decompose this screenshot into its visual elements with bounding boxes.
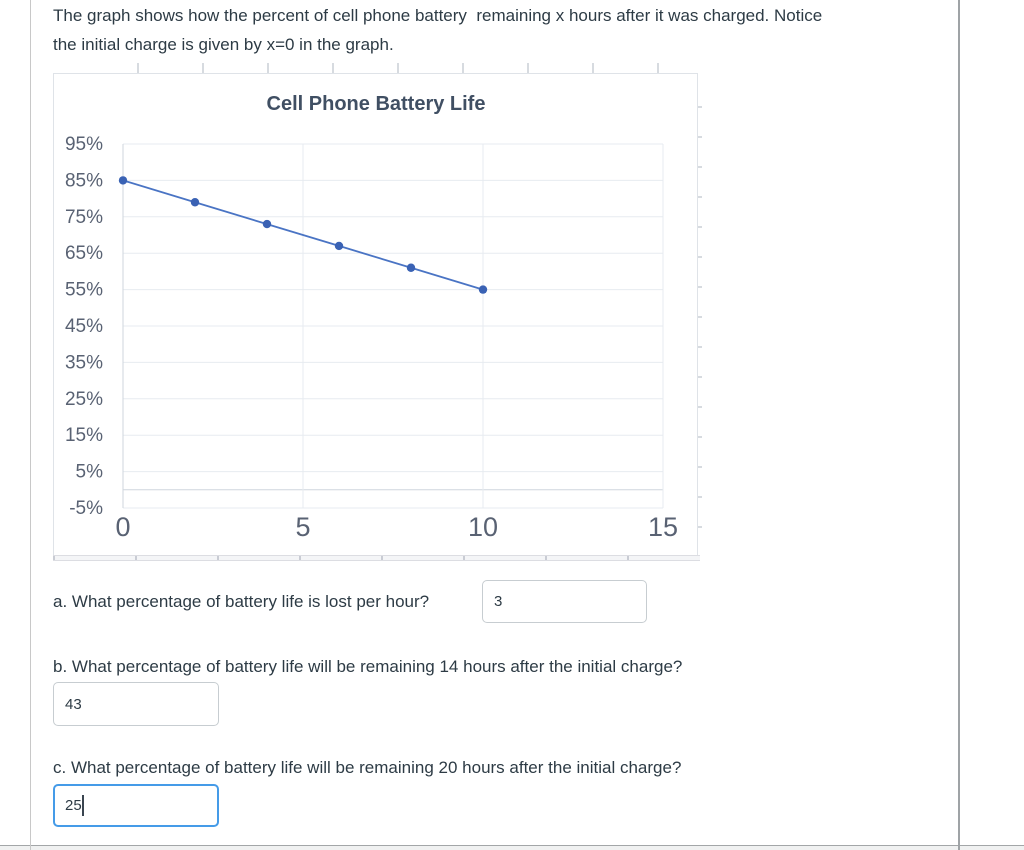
question-b-input[interactable] — [53, 682, 219, 726]
question-c-input-wrapper — [53, 784, 219, 827]
svg-text:Cell Phone Battery Life: Cell Phone Battery Life — [267, 93, 486, 115]
question-b-label: b. What percentage of battery life will … — [53, 657, 683, 676]
svg-text:35%: 35% — [65, 352, 103, 373]
ruler-ticks-bottom — [53, 555, 700, 561]
svg-text:15%: 15% — [65, 425, 103, 446]
svg-text:10: 10 — [468, 512, 498, 542]
ruler-ticks-top — [74, 63, 686, 73]
question-panel: The graph shows how the percent of cell … — [30, 0, 959, 845]
svg-text:75%: 75% — [65, 207, 103, 228]
battery-chart-image: 95% 85% 75% 65% 55% 45% 35% 25% 15% 5% -5% 0 5 10 15 Ce… — [53, 63, 702, 561]
svg-text:85%: 85% — [65, 170, 103, 191]
battery-line-chart: 95% 85% 75% 65% 55% 45% 35% 25% 15% 5% -5% 0 5 10 15 Ce… — [65, 93, 678, 542]
panel-right-border — [958, 0, 960, 850]
panel-left-border — [30, 0, 31, 850]
svg-text:15: 15 — [648, 512, 678, 542]
question-c-label: c. What percentage of battery life will … — [53, 758, 682, 777]
question-a-label: a. What percentage of battery life is lo… — [53, 592, 430, 611]
question-c-input[interactable] — [53, 784, 219, 827]
svg-text:45%: 45% — [65, 316, 103, 337]
svg-text:65%: 65% — [65, 243, 103, 264]
question-a-input[interactable] — [482, 580, 647, 623]
svg-text:5%: 5% — [76, 462, 104, 483]
svg-text:5: 5 — [295, 512, 310, 542]
ruler-ticks-right — [698, 78, 702, 550]
svg-text:55%: 55% — [65, 280, 103, 301]
svg-text:0: 0 — [115, 512, 130, 542]
svg-text:25%: 25% — [65, 389, 103, 410]
svg-text:95%: 95% — [65, 134, 103, 155]
question-prompt: The graph shows how the percent of cell … — [53, 6, 823, 54]
text-cursor — [82, 795, 84, 816]
page-bottom-strip — [0, 845, 1024, 850]
svg-text:-5%: -5% — [69, 498, 103, 519]
